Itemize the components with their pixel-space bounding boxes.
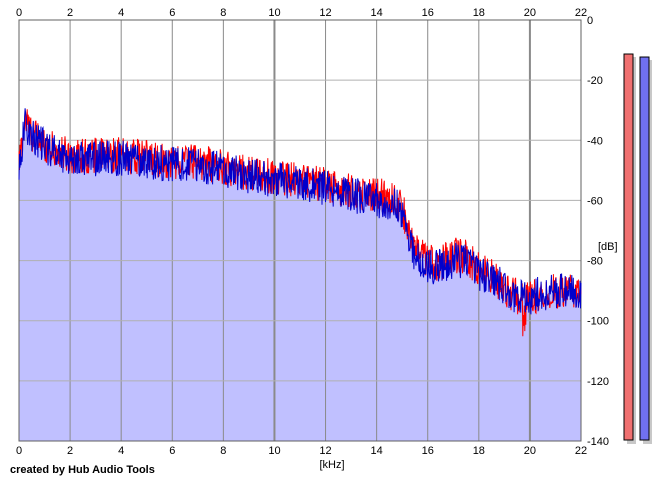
x-tick-label-bottom: 0 [16,445,22,457]
y-tick-label: -120 [587,376,609,388]
x-tick-label-top: 4 [118,7,124,19]
series-lines [18,108,582,337]
x-tick-label-bottom: 8 [220,445,226,457]
level-meter-bar [639,56,650,441]
y-tick-label: 0 [587,15,593,27]
x-tick-label-top: 20 [524,7,536,19]
y-tick-labels: 0 -20 -40 -60 -80 -100 -120 -140 [587,15,609,448]
x-tick-label-bottom: 14 [371,445,383,457]
x-tick-label-bottom: 22 [575,445,587,457]
x-tick-label-top: 22 [575,7,587,19]
y-tick-label: -140 [587,436,609,448]
y-tick-label: -80 [587,256,603,268]
x-tick-labels-top: 0 2 4 6 8 10 12 14 16 18 20 22 [16,7,587,19]
series-line-1 [18,108,582,315]
x-tick-labels-bottom: 0 2 4 6 8 10 12 14 16 18 20 22 [16,445,587,457]
x-tick-label-top: 12 [319,7,331,19]
x-tick-label-bottom: 18 [473,445,485,457]
x-tick-label-bottom: 6 [169,445,175,457]
y-tick-label: -40 [587,135,603,147]
x-axis-label: [kHz] [319,459,344,471]
grid [18,19,582,442]
level-meters [623,53,652,445]
y-axis-label: [dB] [598,241,618,253]
x-tick-label-bottom: 2 [67,445,73,457]
x-tick-label-bottom: 12 [319,445,331,457]
x-tick-label-top: 18 [473,7,485,19]
x-tick-label-bottom: 16 [422,445,434,457]
x-tick-label-top: 6 [169,7,175,19]
y-tick-label: -20 [587,75,603,87]
plot-border [18,19,582,442]
y-tick-label: -60 [587,195,603,207]
y-tick-label: -100 [587,316,609,328]
spectrum-fill [19,108,581,442]
x-tick-label-top: 16 [422,7,434,19]
x-tick-label-top: 8 [220,7,226,19]
x-tick-label-bottom: 20 [524,445,536,457]
level-meter-bar [623,53,634,441]
x-tick-label-top: 0 [16,7,22,19]
credit-text: created by Hub Audio Tools [10,464,155,476]
x-tick-label-top: 14 [371,7,383,19]
spectrum-fill-area [19,108,581,442]
x-tick-label-top: 2 [67,7,73,19]
x-tick-label-bottom: 10 [268,445,280,457]
x-tick-label-top: 10 [268,7,280,19]
x-tick-label-bottom: 4 [118,445,124,457]
